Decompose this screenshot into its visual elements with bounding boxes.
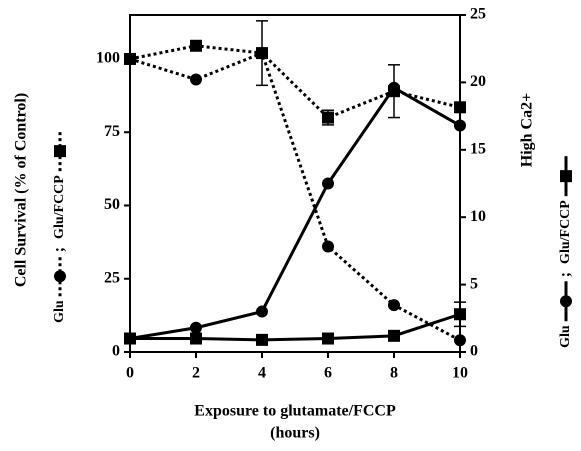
marker [322, 177, 334, 190]
x-tick-label: 2 [192, 365, 200, 382]
marker [560, 170, 572, 183]
x-axis-label: (hours) [270, 425, 320, 442]
legend: Glu; Glu/FCCP [51, 131, 68, 323]
marker [560, 295, 572, 308]
marker [388, 81, 400, 94]
marker [322, 332, 334, 345]
marker [256, 305, 268, 318]
y2-tick-label: 15 [470, 140, 486, 157]
marker [124, 52, 136, 65]
x-tick-label: 4 [258, 365, 266, 382]
x-tick-label: 8 [390, 365, 398, 382]
y2-tick-label: 5 [470, 275, 478, 292]
y2-tick-label: 10 [470, 208, 486, 225]
series-line [129, 51, 461, 342]
series-line [129, 85, 461, 341]
marker [454, 119, 466, 132]
x-tick-label: 6 [324, 365, 332, 382]
legend-separator: ; [557, 272, 574, 277]
marker [124, 332, 136, 345]
y-tick-label: 0 [112, 343, 120, 360]
marker [454, 334, 466, 347]
marker [190, 39, 202, 52]
series-line [130, 312, 461, 342]
y2-axis-label: High Ca2+ [519, 93, 536, 167]
y2-tick-label: 0 [470, 343, 478, 360]
marker [256, 333, 268, 346]
marker [322, 240, 334, 253]
legend-label: Glu [558, 325, 573, 348]
marker [454, 101, 466, 114]
y-tick-label: 25 [104, 269, 120, 286]
legend-label: Glu/FCCP [558, 200, 573, 264]
y-tick-label: 75 [104, 123, 120, 140]
y2-tick-label: 25 [470, 6, 486, 23]
x-tick-label: 10 [452, 365, 468, 382]
legend: Glu; Glu/FCCP [557, 156, 574, 348]
y-axis-label: Cell Survival (% of Control) [13, 93, 30, 287]
legend-separator: ; [51, 247, 68, 252]
y-tick-label: 100 [96, 50, 120, 67]
marker [256, 47, 268, 60]
legend-label: Glu/FCCP [52, 175, 67, 239]
y-tick-label: 50 [104, 196, 120, 213]
marker [190, 73, 202, 86]
marker [54, 145, 66, 158]
marker [190, 321, 202, 334]
legend-label: Glu [52, 300, 67, 323]
x-tick-label: 0 [126, 365, 134, 382]
marker [54, 270, 66, 283]
marker [190, 332, 202, 345]
plot-frame [129, 14, 461, 353]
marker [388, 329, 400, 342]
y2-tick-label: 20 [470, 73, 486, 90]
x-axis-label: Exposure to glutamate/FCCP [194, 403, 396, 420]
marker [322, 111, 334, 124]
marker [454, 308, 466, 321]
marker [388, 299, 400, 312]
series-line [129, 44, 461, 120]
